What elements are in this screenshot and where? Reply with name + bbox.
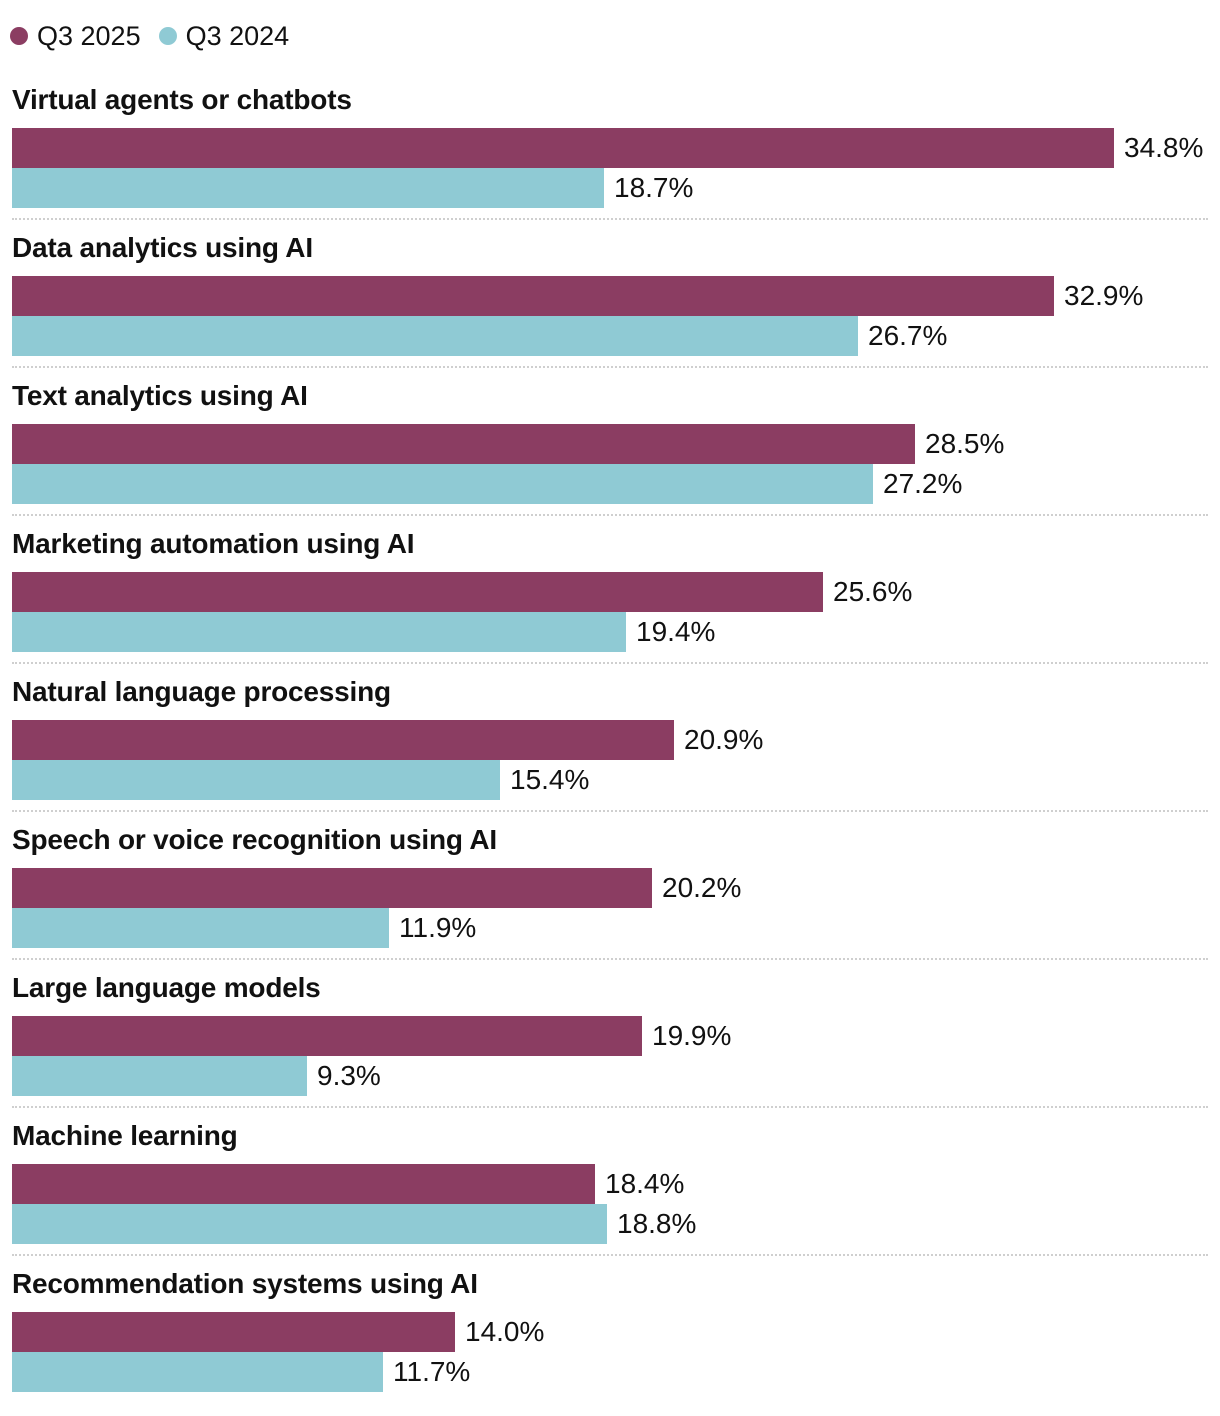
separator bbox=[12, 958, 1208, 960]
bar-q3-2024 bbox=[12, 1352, 383, 1392]
category-label: Text analytics using AI bbox=[12, 380, 308, 411]
separator bbox=[12, 514, 1208, 516]
legend-swatch-q3-2024 bbox=[158, 27, 177, 45]
category-group: Natural language processing 20.9% 15.4% bbox=[0, 676, 1220, 824]
data-label: 34.8% bbox=[1124, 132, 1204, 163]
bar-q3-2025 bbox=[12, 424, 915, 464]
bar-q3-2024 bbox=[12, 760, 500, 800]
data-label: 9.3% bbox=[317, 1060, 381, 1091]
category-label: Machine learning bbox=[12, 1120, 238, 1151]
category-group: Data analytics using AI 32.9% 26.7% bbox=[0, 232, 1220, 380]
category-label: Speech or voice recognition using AI bbox=[12, 824, 497, 855]
category-label: Large language models bbox=[12, 972, 321, 1003]
data-label: 14.0% bbox=[465, 1316, 545, 1347]
category-label: Recommendation systems using AI bbox=[12, 1268, 478, 1299]
category-label: Natural language processing bbox=[12, 676, 391, 707]
category-label: Virtual agents or chatbots bbox=[12, 84, 352, 115]
data-label: 28.5% bbox=[925, 428, 1005, 459]
category-label: Marketing automation using AI bbox=[12, 528, 415, 559]
bar-q3-2025 bbox=[12, 128, 1114, 168]
bar-q3-2024 bbox=[12, 612, 626, 652]
category-group: Marketing automation using AI 25.6% 19.4% bbox=[0, 528, 1220, 676]
bar-q3-2024 bbox=[12, 1204, 607, 1244]
bar-q3-2024 bbox=[12, 316, 858, 356]
data-label: 11.9% bbox=[399, 912, 477, 943]
separator bbox=[12, 1254, 1208, 1256]
data-label: 25.6% bbox=[833, 576, 913, 607]
category-group: Large language models 19.9% 9.3% bbox=[0, 972, 1220, 1120]
bar-q3-2024 bbox=[12, 908, 389, 948]
legend-label-q3-2025: Q3 2025 bbox=[37, 20, 141, 51]
data-label: 19.9% bbox=[652, 1020, 732, 1051]
data-label: 27.2% bbox=[883, 468, 963, 499]
category-group: Virtual agents or chatbots 34.8% 18.7% bbox=[0, 84, 1220, 232]
bar-q3-2025 bbox=[12, 1312, 455, 1352]
legend-item-q3-2024: Q3 2024 bbox=[158, 20, 290, 52]
category-group: Recommendation systems using AI 14.0% 11.7… bbox=[0, 1268, 1220, 1416]
data-label: 18.8% bbox=[617, 1208, 697, 1239]
bar-q3-2024 bbox=[12, 464, 873, 504]
bar-q3-2025 bbox=[12, 572, 823, 612]
data-label: 15.4% bbox=[510, 764, 590, 795]
data-label: 26.7% bbox=[868, 320, 948, 351]
legend-label-q3-2024: Q3 2024 bbox=[185, 20, 290, 51]
separator bbox=[12, 810, 1208, 812]
bar-q3-2025 bbox=[12, 720, 674, 760]
separator bbox=[12, 662, 1208, 664]
bar-q3-2025 bbox=[12, 1164, 595, 1204]
bar-q3-2024 bbox=[12, 168, 604, 208]
category-label: Data analytics using AI bbox=[12, 232, 313, 263]
bar-q3-2025 bbox=[12, 276, 1054, 316]
data-label: 20.9% bbox=[684, 724, 764, 755]
legend: Q3 2025 Q3 2024 bbox=[10, 18, 307, 54]
category-group: Text analytics using AI 28.5% 27.2% bbox=[0, 380, 1220, 528]
separator bbox=[12, 1106, 1208, 1108]
data-label: 32.9% bbox=[1064, 280, 1144, 311]
data-label: 20.2% bbox=[662, 872, 742, 903]
separator bbox=[12, 366, 1208, 368]
bar-q3-2025 bbox=[12, 868, 652, 908]
category-group: Machine learning 18.4% 18.8% bbox=[0, 1120, 1220, 1268]
bar-q3-2025 bbox=[12, 1016, 642, 1056]
data-label: 19.4% bbox=[636, 616, 716, 647]
data-label: 11.7% bbox=[393, 1356, 471, 1387]
bar-q3-2024 bbox=[12, 1056, 307, 1096]
data-label: 18.4% bbox=[605, 1168, 685, 1199]
category-group: Speech or voice recognition using AI 20.2… bbox=[0, 824, 1220, 972]
separator bbox=[12, 218, 1208, 220]
data-label: 18.7% bbox=[614, 172, 694, 203]
legend-swatch-q3-2025 bbox=[10, 27, 28, 45]
legend-item-q3-2025: Q3 2025 bbox=[10, 21, 141, 52]
